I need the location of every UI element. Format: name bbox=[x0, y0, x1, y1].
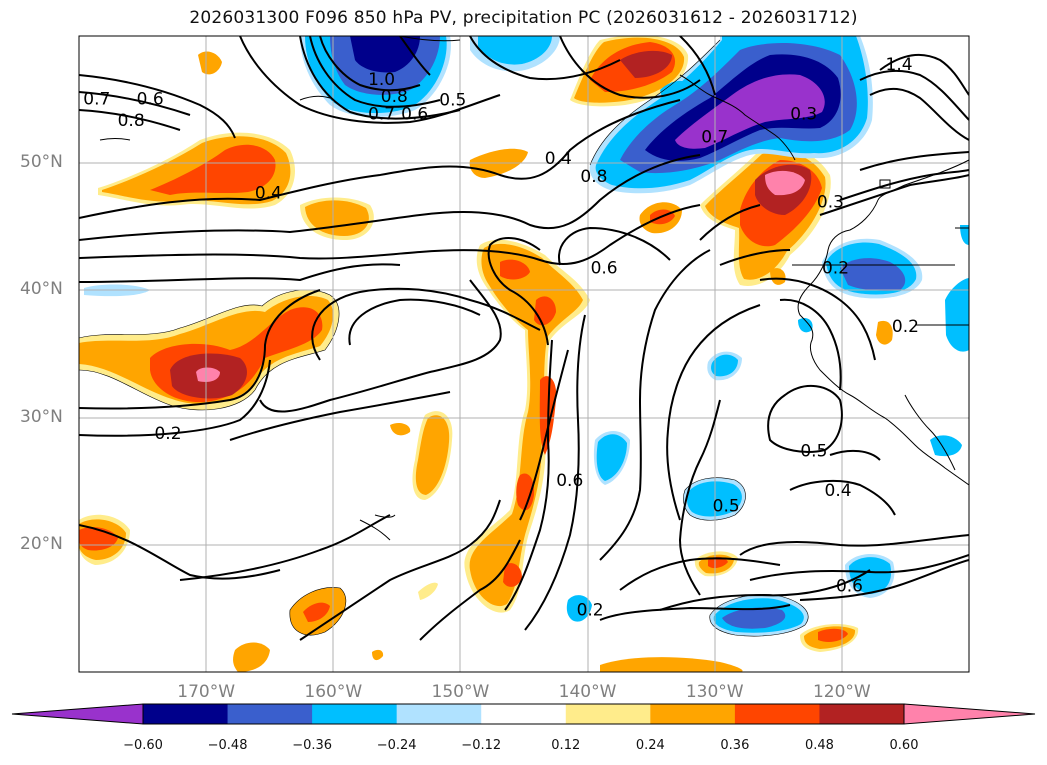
colorbar-cell bbox=[819, 704, 905, 724]
pv-contours bbox=[79, 36, 969, 641]
colorbar-cell bbox=[734, 704, 820, 724]
contour-label: 0.5 bbox=[713, 496, 740, 516]
colorbar-tick-label: 0.24 bbox=[635, 738, 665, 753]
gridlines bbox=[79, 36, 969, 672]
contour-label: 0.8 bbox=[118, 111, 145, 131]
lat-tick-label: 50°N bbox=[20, 152, 63, 173]
precip-positive-fill bbox=[79, 36, 893, 672]
coastlines bbox=[99, 36, 969, 541]
contour-label: 0.4 bbox=[825, 481, 852, 501]
precip-negative-fill bbox=[84, 36, 969, 637]
colorbar-tick-label: −0.24 bbox=[376, 738, 417, 753]
lat-tick-label: 20°N bbox=[20, 533, 63, 554]
colorbar-tick-label: 0.48 bbox=[804, 738, 834, 753]
colorbar-cell bbox=[565, 704, 651, 724]
colorbar-tick-label: 0.36 bbox=[720, 738, 750, 753]
colorbar-extend-left bbox=[11, 703, 144, 725]
lon-tick-label: 150°W bbox=[431, 682, 490, 702]
colorbar-cell bbox=[396, 704, 482, 724]
contour-label: 0.4 bbox=[545, 149, 572, 169]
contour-label: 0.6 bbox=[137, 89, 164, 109]
lat-tick-label: 30°N bbox=[20, 406, 63, 427]
colorbar-cell bbox=[143, 704, 229, 724]
map-frame bbox=[78, 35, 970, 673]
contour-label: 0.3 bbox=[817, 192, 844, 212]
contour-label: 0.5 bbox=[439, 91, 466, 111]
contour-label: 0.7 bbox=[701, 127, 728, 147]
colorbar-tick-label: −0.12 bbox=[461, 738, 502, 753]
colorbar-tick-label: −0.48 bbox=[207, 738, 248, 753]
contour-label: 0.6 bbox=[836, 577, 863, 597]
contour-label: 1.0 bbox=[368, 70, 395, 90]
contour-label: 0.3 bbox=[790, 105, 817, 125]
colorbar-tick-label: 0.12 bbox=[551, 738, 581, 753]
contour-label: 0.7 bbox=[83, 89, 110, 109]
contour-label: 0.6 bbox=[556, 471, 583, 491]
contour-label: 0.2 bbox=[154, 424, 181, 444]
colorbar-cell bbox=[650, 704, 736, 724]
figure-title: 2026031300 F096 850 hPa PV, precipitatio… bbox=[189, 8, 858, 28]
lat-tick-label: 40°N bbox=[20, 279, 63, 300]
contour-label: 1.4 bbox=[886, 55, 913, 75]
colorbar-cell bbox=[227, 704, 313, 724]
colorbar-tick-label: −0.60 bbox=[123, 738, 163, 753]
colorbar-cell bbox=[312, 704, 398, 724]
lon-tick-label: 120°W bbox=[812, 682, 871, 702]
contour-label: 0.6 bbox=[401, 105, 428, 125]
colorbar-cell bbox=[481, 704, 567, 724]
contour-label: 0.2 bbox=[577, 601, 604, 621]
contour-labels: 0.7 0.60.80.41.00.80.7 0.60.50.40.80.70.31… bbox=[83, 55, 919, 621]
colorbar-tick-label: 0.60 bbox=[889, 738, 919, 753]
lon-tick-label: 140°W bbox=[558, 682, 617, 702]
contour-label: 0.6 bbox=[591, 259, 618, 279]
contour-label: 0.8 bbox=[381, 87, 408, 107]
colorbar bbox=[11, 703, 1036, 725]
lon-tick-label: 160°W bbox=[304, 682, 363, 702]
contour-label: 0.5 bbox=[800, 442, 827, 462]
colorbar-tick-label: −0.36 bbox=[292, 738, 333, 753]
colorbar-extend-right bbox=[903, 703, 1036, 725]
contour-label: 0.2 bbox=[822, 259, 849, 279]
contour-label: 0.2 bbox=[892, 317, 919, 337]
lon-tick-label: 170°W bbox=[177, 682, 236, 702]
contour-label: 0.7 bbox=[368, 105, 395, 125]
contour-label: 0.4 bbox=[255, 183, 282, 203]
contour-label: 0.8 bbox=[580, 167, 607, 187]
lon-tick-label: 130°W bbox=[685, 682, 744, 702]
